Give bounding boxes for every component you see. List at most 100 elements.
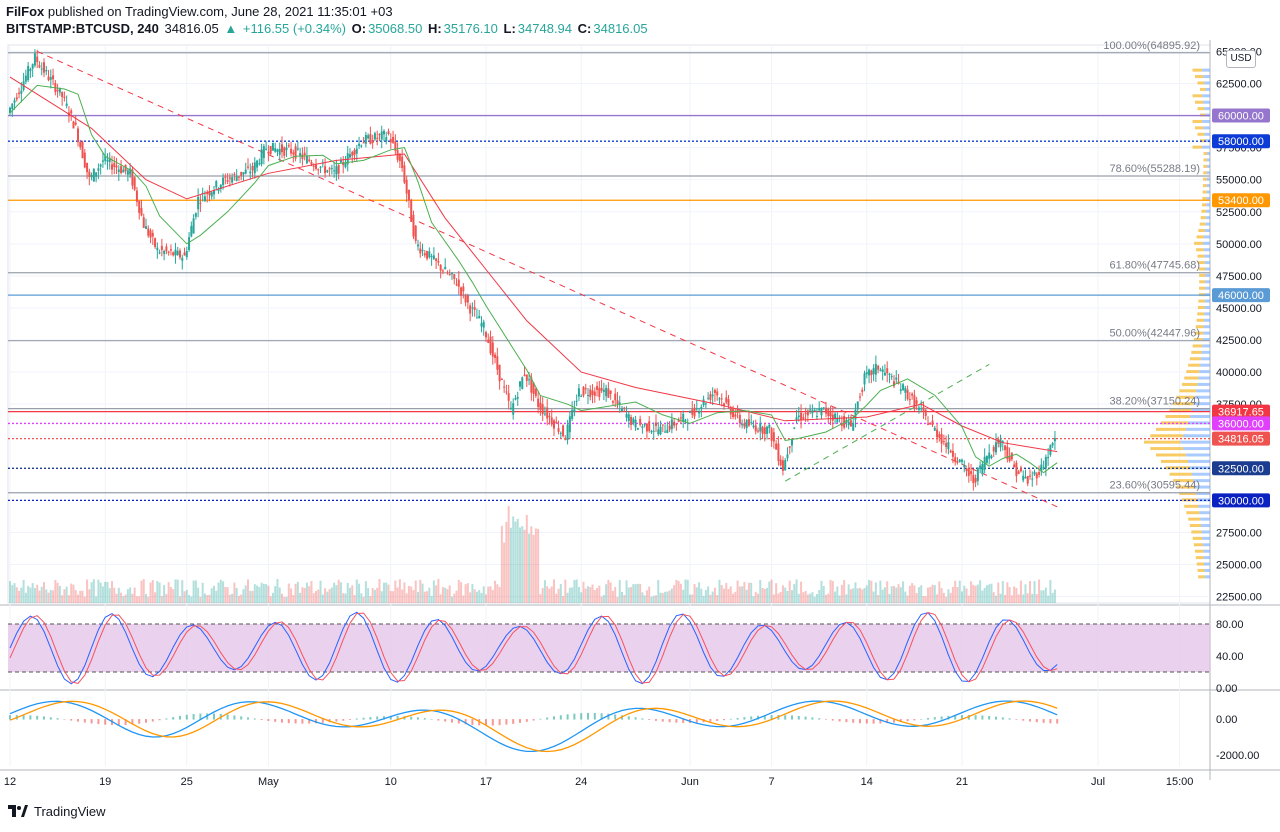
price-pane[interactable]: 65000.0062500.0057500.0055000.0052500.00… (0, 40, 1280, 780)
volume-bar (611, 590, 614, 603)
volume-bar (845, 594, 848, 603)
currency-button[interactable]: USD (1226, 50, 1256, 68)
volume-bar (720, 585, 723, 603)
candle-body (319, 166, 322, 168)
volume-bar (423, 591, 426, 603)
candle-body (271, 142, 274, 151)
candle-body (548, 415, 551, 418)
stoch-rsi-pane[interactable]: 80.00 40.00 0.00 (8, 611, 1244, 695)
volume-bar (534, 528, 537, 603)
volume-bar (650, 596, 653, 603)
volume-bar (398, 579, 401, 603)
candle-body (471, 307, 474, 309)
candle-body (639, 418, 642, 425)
candle-body (276, 149, 279, 152)
candle-body (219, 184, 222, 189)
candle-body (213, 190, 215, 195)
candle-body (367, 135, 370, 139)
volume-profile-bar (1203, 556, 1210, 560)
author-name[interactable]: FilFox (6, 4, 45, 19)
volume-bar (319, 580, 322, 603)
candle-body (274, 148, 277, 152)
volume-bar (573, 580, 576, 603)
candle-body (1013, 464, 1016, 468)
volume-profile-bar (1192, 94, 1203, 98)
candle-body (933, 427, 936, 431)
volume-bar (281, 593, 283, 603)
candle-body (616, 400, 619, 404)
candle-body (156, 247, 159, 251)
price-level-tag (1212, 404, 1270, 419)
volume-bar (201, 582, 204, 603)
volume-bar (843, 580, 846, 603)
candle-body (684, 419, 687, 421)
volume-bar (983, 587, 986, 603)
high-label: H: (427, 21, 442, 36)
macd-histogram-bar (865, 719, 868, 724)
volume-bar (328, 589, 331, 603)
candle-body (528, 379, 531, 381)
volume-bar (666, 591, 669, 603)
candle-body (387, 131, 390, 134)
volume-bar (584, 588, 587, 603)
macd-histogram-bar (1022, 719, 1025, 721)
volume-profile-bar (1194, 485, 1210, 489)
volume-bar (312, 593, 315, 603)
candle-body (18, 92, 21, 94)
volume-bar (1049, 579, 1052, 603)
macd-histogram-bar (532, 719, 535, 721)
chart-canvas[interactable]: 65000.0062500.0057500.0055000.0052500.00… (0, 40, 1280, 800)
candle-body (1024, 477, 1027, 479)
macd-pane[interactable]: 0.00 -2000.00 (9, 700, 1259, 762)
time-axis[interactable]: 12 19 25 May 10 17 24 Jun 7 14 21 Jul 15:00 (4, 776, 1193, 788)
volume-bar (54, 579, 57, 603)
macd-histogram-bar (478, 719, 481, 726)
symbol-label[interactable]: BITSTAMP:BTCUSD, 240 (6, 21, 159, 36)
volume-bar (648, 586, 651, 603)
candle-body (702, 399, 705, 406)
volume-bar (333, 582, 336, 603)
volume-bar (831, 581, 834, 603)
candle-body (859, 396, 861, 398)
candle-body (763, 427, 766, 435)
candle-body (618, 402, 621, 405)
volume-profile-bar (1187, 421, 1210, 425)
volume-bar (707, 586, 710, 603)
volume-bar (285, 596, 288, 603)
volume-profile-bar (1197, 254, 1205, 258)
volume-bar (45, 589, 48, 603)
candle-body (378, 134, 381, 136)
volume-profile-bar (1203, 158, 1208, 162)
volume-bar (509, 527, 512, 603)
macd-histogram-bar (587, 712, 589, 720)
volume-profile-bar (1173, 402, 1194, 406)
volume-bar (947, 589, 950, 603)
volume-profile-bar (1161, 421, 1188, 425)
macd-histogram-bar (56, 718, 59, 720)
candle-body (870, 370, 873, 376)
volume-profile-bar (1204, 132, 1210, 136)
candle-body (525, 374, 528, 381)
volume-bar (602, 594, 605, 603)
candle-body (913, 395, 916, 409)
candle-body (829, 412, 832, 417)
volume-bar (689, 594, 691, 603)
candle-body (389, 138, 392, 143)
volume-bar (256, 585, 259, 603)
macd-histogram-bar (29, 715, 32, 720)
candle-body (559, 432, 562, 434)
volume-bar (271, 592, 274, 603)
low-value: 34748.94 (517, 21, 573, 36)
volume-bar (147, 596, 150, 603)
candle-body (664, 431, 667, 433)
macd-histogram-bar (729, 718, 732, 720)
macd-histogram-bar (791, 715, 793, 720)
candle-body (485, 332, 487, 338)
volume-bar (174, 579, 177, 603)
candle-body (299, 152, 302, 156)
macd-histogram-bar (70, 719, 73, 721)
volume-bar (906, 595, 909, 603)
candle-body (725, 397, 728, 403)
footer-brand[interactable]: TradingView (8, 804, 106, 819)
candle-body (530, 377, 533, 393)
